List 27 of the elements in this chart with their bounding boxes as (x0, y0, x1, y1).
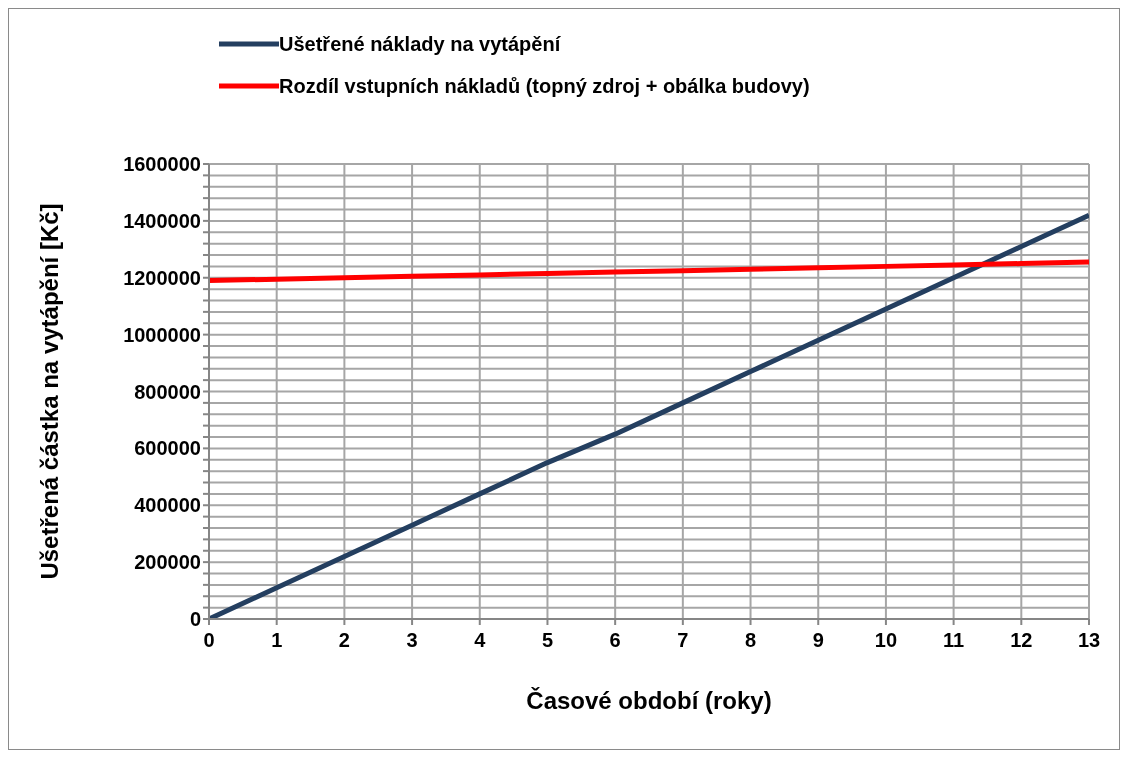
x-tick-label: 11 (943, 629, 965, 652)
x-tick-label: 8 (744, 629, 757, 652)
y-tick-label: 600000 (134, 437, 201, 460)
x-tick-label: 0 (203, 629, 215, 652)
x-tick-label: 6 (609, 629, 621, 652)
y-tick-label: 1000000 (123, 323, 201, 346)
y-tick-label: 1400000 (123, 209, 201, 232)
y-tick-label: 400000 (134, 494, 201, 517)
x-tick-label: 4 (474, 629, 487, 652)
y-tick-label: 0 (189, 608, 201, 631)
x-tick-label: 10 (874, 629, 898, 652)
x-tick-label: 1 (271, 629, 283, 652)
x-tick-label: 2 (338, 629, 350, 652)
x-tick-label: 7 (677, 629, 689, 652)
x-tick-label: 13 (1077, 629, 1101, 652)
x-tick-label: 12 (1010, 629, 1033, 652)
x-tick-label: 9 (812, 629, 824, 652)
legend-label: Ušetřené náklady na vytápění (279, 32, 561, 56)
x-tick-label: 3 (406, 629, 418, 652)
y-axis-title: Ušetřená částka na vytápění [Kč] (35, 203, 63, 580)
x-axis-title: Časové období (roky) (526, 687, 772, 714)
legend-label: Rozdíl vstupních nákladů (topný zdroj + obálka budovy) (279, 74, 810, 98)
x-tick-label: 5 (541, 629, 554, 652)
y-tick-label: 1200000 (123, 266, 201, 289)
y-tick-label: 800000 (134, 380, 201, 403)
y-tick-label: 1600000 (123, 153, 201, 176)
y-tick-label: 200000 (134, 551, 201, 574)
